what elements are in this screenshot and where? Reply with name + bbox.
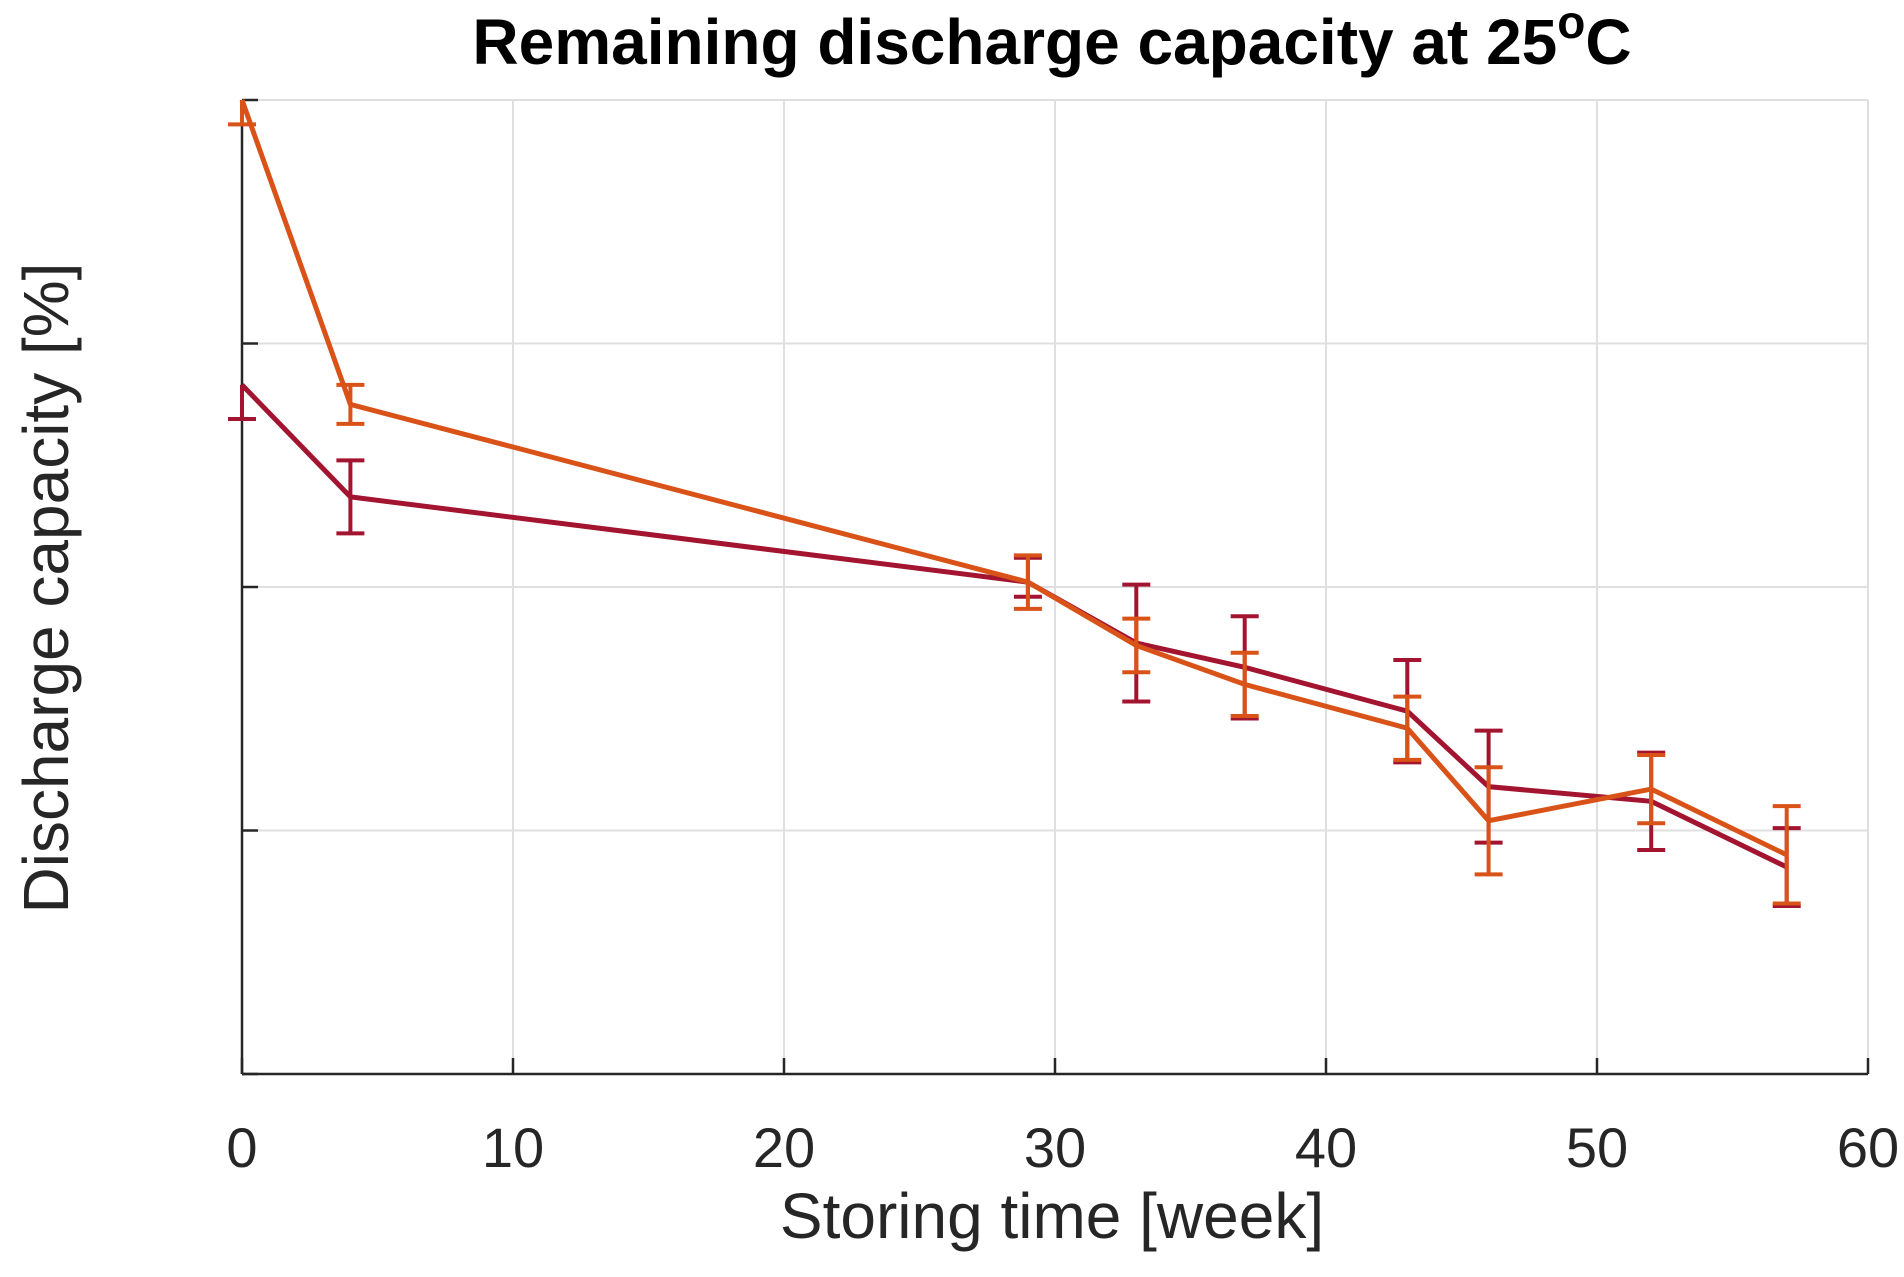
series-0 [228,383,1801,908]
axes [240,98,1870,1076]
series-1-line [239,99,1788,858]
x-tick-label-5: 50 [1566,1116,1628,1179]
x-tick-label-1: 10 [482,1116,544,1179]
series-1-errorbar-0 [228,100,256,127]
series-1-errorbar-6 [1474,765,1503,877]
chart-title-suffix: C [1585,6,1631,78]
chart-title: Remaining discharge capacity at 25oC [472,0,1631,78]
x-axis-label: Storing time [week] [780,1180,1324,1252]
series-1-errorbar-5 [1393,694,1422,762]
x-tick-label-3: 30 [1024,1116,1086,1179]
x-tick-label-4: 40 [1295,1116,1357,1179]
series-1-errorbar-7 [1637,753,1666,826]
series-layer [228,99,1801,908]
series-1 [228,99,1801,906]
series-0-line [240,383,1788,870]
series-1-errorbar-8 [1772,804,1801,906]
chart-title-main: Remaining discharge capacity at 25 [472,6,1557,78]
series-0-errorbar-1 [336,458,365,536]
grid [242,99,1869,1074]
x-tick-label-6: 60 [1837,1116,1899,1179]
chart-title-superscript: o [1557,0,1585,48]
series-0-errorbar-0 [228,384,256,421]
tick-labels: 0 10 20 30 40 50 60 [226,1116,1899,1179]
y-axis-label: Discharge capacity [%] [10,263,82,914]
x-tick-label-0: 0 [226,1116,257,1179]
series-1-errorbar-1 [336,382,365,426]
series-1-errorbar-2 [1013,553,1042,611]
x-tick-label-2: 20 [753,1116,815,1179]
series-1-errorbar-3 [1122,616,1151,675]
series-1-errorbar-4 [1230,650,1259,719]
